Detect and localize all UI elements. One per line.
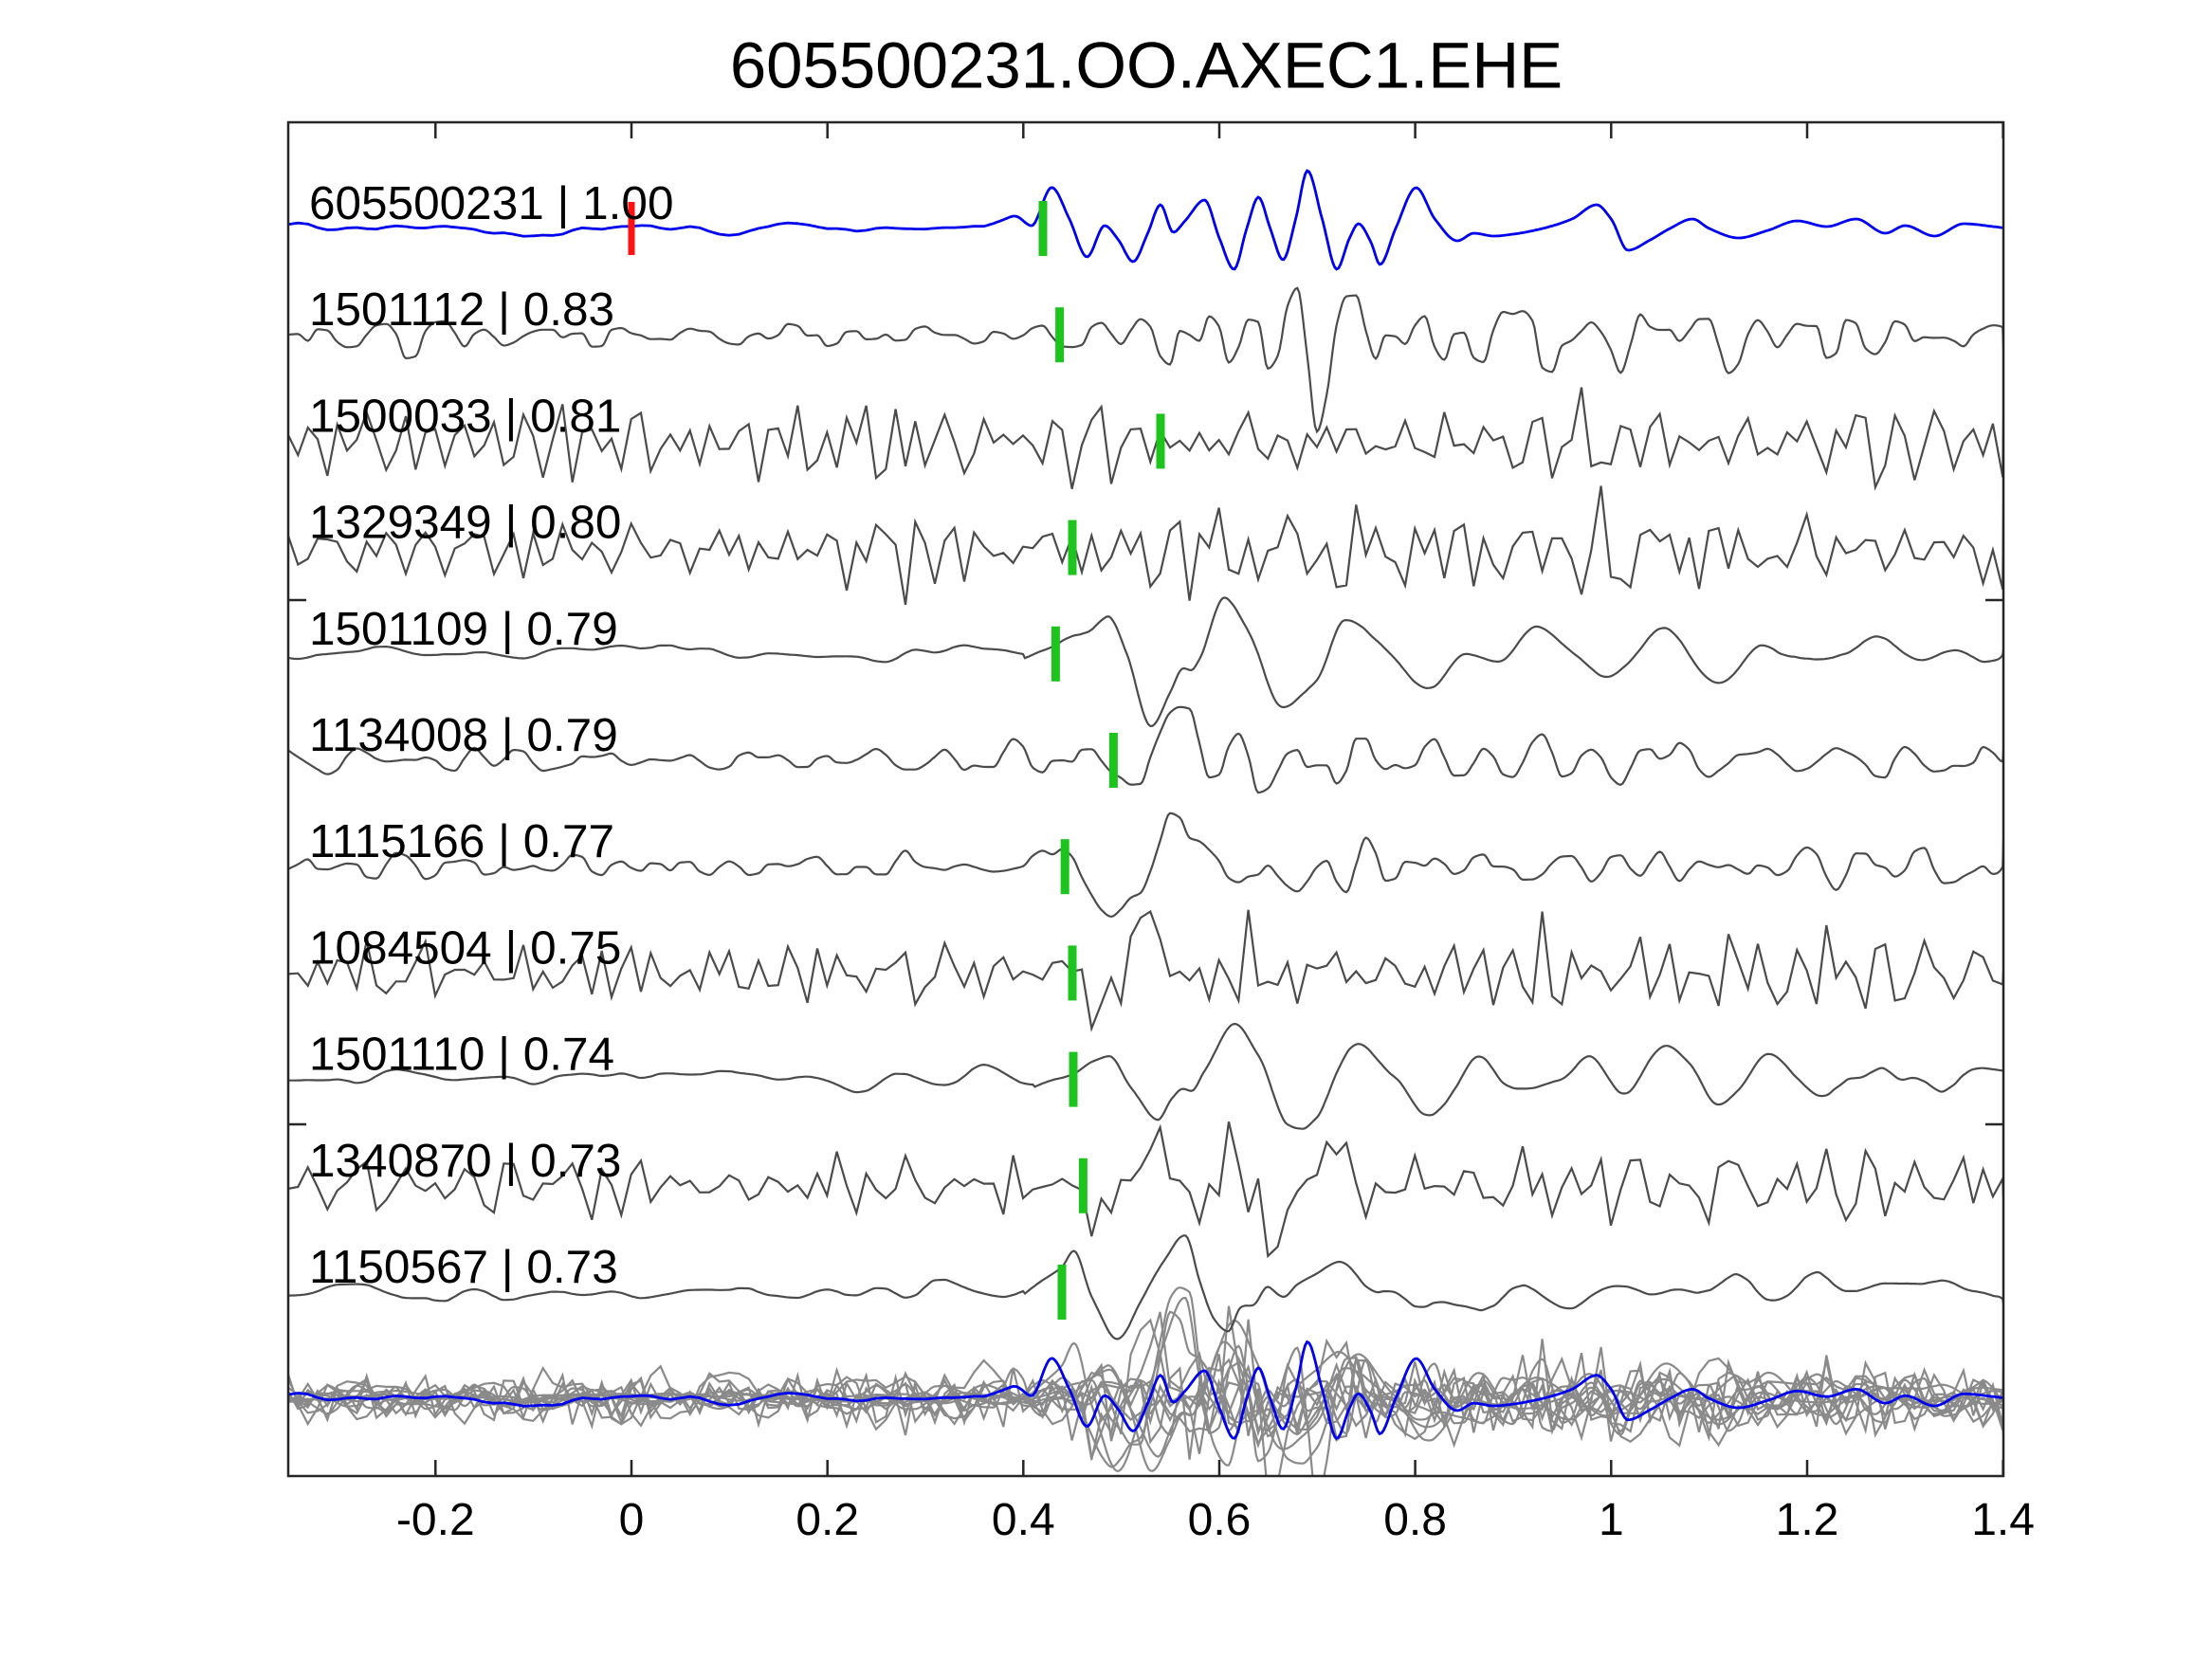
svg-text:1501112 | 0.83: 1501112 | 0.83 [309, 283, 614, 336]
svg-text:1501109 | 0.79: 1501109 | 0.79 [309, 603, 618, 655]
svg-text:1084504 | 0.75: 1084504 | 0.75 [309, 921, 621, 974]
svg-text:0.8: 0.8 [1383, 1495, 1447, 1545]
svg-text:1150567 | 0.73: 1150567 | 0.73 [309, 1241, 618, 1293]
svg-text:0.6: 0.6 [1188, 1495, 1252, 1545]
svg-text:0: 0 [619, 1495, 645, 1545]
svg-text:1340870 | 0.73: 1340870 | 0.73 [309, 1135, 621, 1187]
svg-text:605500231 | 1.00: 605500231 | 1.00 [309, 177, 673, 229]
svg-text:1.2: 1.2 [1776, 1495, 1839, 1545]
svg-text:1501110 | 0.74: 1501110 | 0.74 [309, 1029, 614, 1081]
svg-text:0.4: 0.4 [992, 1495, 1055, 1545]
svg-text:1134008 | 0.79: 1134008 | 0.79 [309, 709, 618, 761]
svg-text:1.4: 1.4 [1971, 1495, 2035, 1545]
svg-text:1: 1 [1599, 1495, 1624, 1545]
svg-text:1115166 | 0.77: 1115166 | 0.77 [309, 815, 614, 867]
svg-text:-0.2: -0.2 [396, 1495, 475, 1545]
svg-text:0.2: 0.2 [795, 1495, 859, 1545]
svg-text:605500231.OO.AXEC1.EHE: 605500231.OO.AXEC1.EHE [730, 29, 1563, 102]
svg-text:1500033 | 0.81: 1500033 | 0.81 [309, 390, 621, 442]
svg-text:1329349 | 0.80: 1329349 | 0.80 [309, 497, 621, 549]
